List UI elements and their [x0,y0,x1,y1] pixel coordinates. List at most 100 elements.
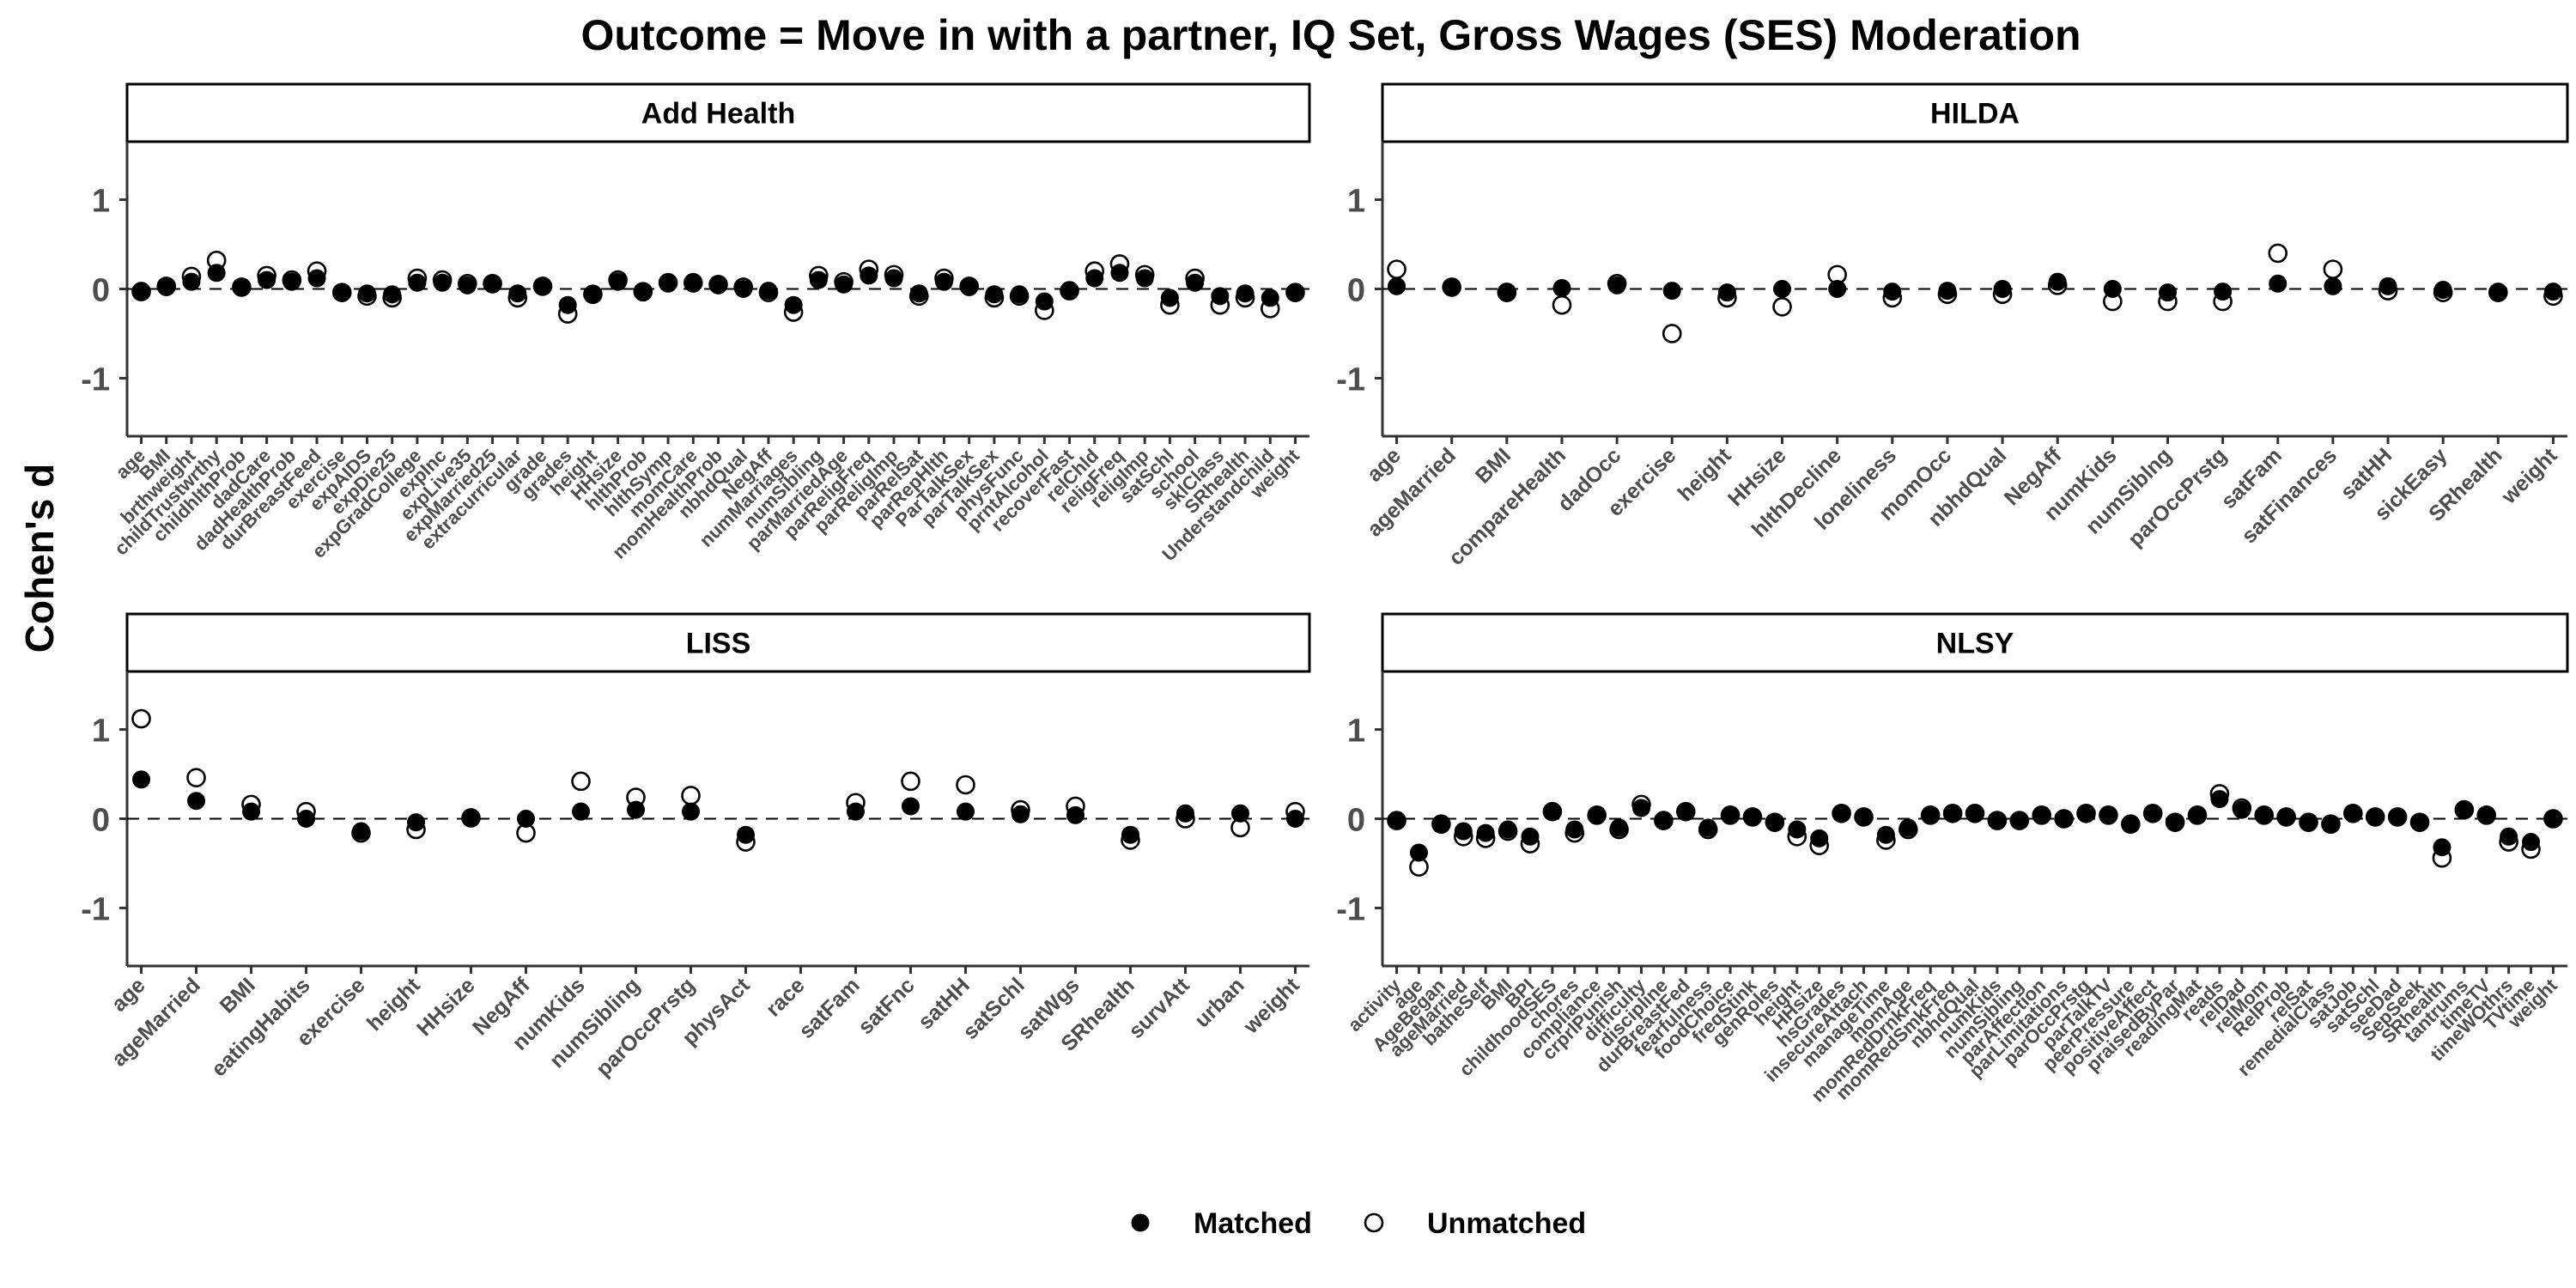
matched-point [1988,811,2007,830]
matched-point [132,770,151,789]
matched-point [2324,276,2342,295]
matched-point [232,277,251,296]
matched-point [187,792,206,811]
y-tick-label: -1 [81,891,110,927]
matched-point [1085,269,1104,288]
matched-point [207,264,226,283]
matched-point [682,802,701,821]
matched-point [157,277,176,296]
matched-point [956,802,975,821]
matched-point [985,285,1004,304]
matched-point [2055,810,2074,828]
x-tick-label: satFinances [2237,443,2342,548]
matched-point [1176,804,1194,823]
matched-point [1717,283,1736,302]
matched-point [2500,827,2518,846]
y-axis-label: Cohen's d [17,464,62,653]
matched-point [258,270,276,289]
matched-point [2433,281,2452,300]
matched-point [934,272,953,291]
matched-point [307,269,326,288]
x-tick-label: age [1363,443,1406,486]
matched-point [1230,804,1249,823]
strip-box [1381,612,2569,673]
strip-box [125,612,1311,673]
matched-point [860,266,878,285]
y-tick-label: -1 [1336,891,1365,927]
matched-point [407,813,426,832]
matched-point [558,295,577,314]
matched-point [297,810,316,828]
unmatched-point [681,786,701,805]
unmatched-point [956,775,975,795]
matched-point [1543,802,1562,821]
matched-point [1409,843,1428,862]
strip-box [1381,82,2569,143]
matched-point [2543,810,2562,828]
strip-label: NLSY [1936,628,2014,660]
x-tick-label: parOccPrstg [2123,443,2232,551]
x-tick-label: HHsize [412,973,480,1041]
matched-point [1921,805,1940,824]
matched-point [1993,280,2012,298]
y-tick-label: 0 [1347,803,1365,839]
strip-label: HILDA [1930,98,2020,131]
unmatched-point [1387,259,1406,279]
matched-point [2032,805,2051,824]
matched-point [1588,805,1607,824]
matched-point [2343,804,2362,823]
matched-point [2103,280,2122,298]
matched-point [1721,805,1740,824]
matched-point [901,797,920,816]
matched-point [709,276,727,295]
matched-point [1610,818,1629,837]
unmatched-point [1772,296,1792,317]
matched-point [1285,283,1304,302]
legend-unmatched-marker [1364,1212,1384,1233]
matched-point [242,802,261,821]
y-tick-label: -1 [1336,361,1365,398]
matched-point [2455,800,2474,819]
matched-point [1773,280,1792,298]
matched-point [332,283,351,302]
matched-point [759,282,778,301]
matched-point [1938,282,1957,301]
matched-point [1035,292,1054,311]
matched-point [659,274,677,293]
matched-point [1662,282,1681,301]
unmatched-point [131,708,151,729]
matched-point [2210,790,2229,809]
matched-point [2366,807,2385,826]
matched-point [1828,280,1847,298]
matched-point [1454,822,1473,841]
legend: Matched Unmatched [1131,1207,1586,1240]
matched-point [1810,829,1829,848]
matched-point [734,280,753,298]
strip-label: LISS [686,628,751,660]
matched-point [634,283,653,302]
matched-point [1443,277,1461,296]
matched-point [1010,285,1029,304]
matched-point [1832,804,1851,823]
matched-point [1521,827,1540,846]
matched-point [683,274,702,293]
matched-point [2214,283,2233,301]
matched-point [1607,276,1626,295]
matched-point [533,276,552,295]
matched-point [1066,805,1084,824]
matched-point [1854,807,1873,826]
panel-nlsy: NLSY-101activityageAgeBeganageMarriedbat… [1336,612,2569,1106]
matched-point [462,808,481,827]
matched-point [383,285,402,304]
matched-point [1765,813,1784,832]
unmatched-point [1662,324,1682,343]
matched-point [627,800,646,819]
matched-point [1431,815,1450,834]
matched-point [1676,802,1695,821]
matched-point [784,295,803,314]
matched-point [458,276,477,295]
matched-point [2388,807,2407,826]
matched-point [1698,818,1717,837]
matched-point [2188,805,2207,824]
